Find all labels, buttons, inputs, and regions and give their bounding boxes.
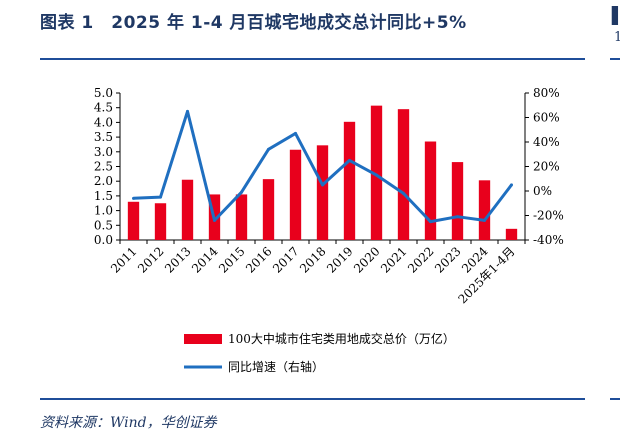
bar: [262, 179, 275, 240]
y-right-tick-label: 0%: [533, 184, 552, 198]
x-tick-label: 2011: [108, 244, 139, 275]
growth-point: [456, 215, 459, 219]
growth-point: [159, 195, 162, 199]
bar: [316, 145, 329, 240]
title-rule: [40, 58, 585, 60]
chart-svg: 0.00.51.01.52.02.53.03.54.04.55.0 -40% -20…: [94, 86, 564, 374]
bar: [478, 180, 491, 240]
y-left-tick-label: 4.0: [94, 115, 113, 129]
chart-title: 图表 1 2025 年 1-4 月百城宅地成交总计同比+5%: [40, 13, 467, 33]
y-left-tick-label: 1.5: [94, 189, 113, 203]
x-tick-label: 2021: [378, 244, 409, 275]
edge-rule-bottom: [610, 398, 620, 400]
x-tick-label: 2012: [135, 244, 166, 275]
growth-point: [375, 173, 378, 177]
bar: [154, 203, 167, 240]
growth-point: [186, 109, 189, 113]
y-right-tick-label: 20%: [533, 160, 560, 174]
y-right-tick-label: 80%: [533, 86, 560, 100]
bar: [289, 149, 302, 240]
y-left-tick-label: 4.5: [94, 101, 113, 115]
y-left-tick-label: 3.5: [94, 130, 113, 144]
growth-point: [402, 191, 405, 195]
bar: [397, 109, 410, 240]
growth-point: [348, 158, 351, 162]
x-tick-label: 2014: [189, 244, 221, 276]
growth-point: [429, 220, 432, 224]
y-left-tick-label: 5.0: [94, 86, 113, 100]
legend-bar-swatch: [184, 334, 222, 344]
x-tick-label: 2019: [324, 244, 355, 275]
growth-point: [213, 218, 216, 222]
y-right-tick-label: 40%: [533, 135, 560, 149]
y-left-tick-label: 2.0: [94, 174, 113, 188]
source-note: 资料来源：Wind，华创证券: [40, 415, 217, 431]
edge-glyph-top: ▌: [612, 6, 620, 25]
growth-point: [483, 218, 486, 222]
growth-point: [510, 183, 513, 187]
bar: [505, 228, 518, 240]
bar: [235, 194, 248, 240]
x-tick-label: 2013: [162, 244, 193, 275]
legend-line-label: 同比增速（右轴）: [228, 359, 324, 374]
edge-glyph-mid: 1: [614, 30, 620, 45]
x-tick-label: 2023: [432, 244, 463, 275]
x-tick-label: 2015: [216, 244, 247, 275]
edge-rule-top: [610, 58, 620, 60]
y-right-tick-label: -20%: [533, 209, 564, 223]
x-tick-label: 2016: [243, 244, 274, 275]
y-left-tick-label: 0.0: [94, 233, 113, 247]
y-left-tick-label: 3.0: [94, 145, 113, 159]
bar: [343, 121, 356, 240]
growth-point: [267, 147, 270, 151]
growth-point: [132, 196, 135, 200]
y-right-tick-label: 60%: [533, 111, 560, 125]
source-rule: [40, 398, 585, 400]
legend-bar-label: 100大中城市住宅类用地成交总价（万亿）: [228, 331, 455, 346]
y-left-tick-label: 1.0: [94, 204, 113, 218]
x-tick-label: 2022: [405, 244, 436, 275]
growth-point: [294, 131, 297, 135]
x-tick-label: 2017: [270, 244, 301, 275]
bar: [127, 201, 140, 240]
x-tick-label: 2018: [297, 244, 328, 275]
y-left-tick-label: 0.5: [94, 218, 113, 232]
bar: [181, 179, 194, 240]
y-left-tick-label: 2.5: [94, 160, 113, 174]
y-right-tick-label: -40%: [533, 233, 564, 247]
bar: [424, 141, 437, 240]
bar: [370, 105, 383, 240]
growth-point: [240, 190, 243, 194]
x-tick-label: 2020: [351, 244, 382, 275]
growth-point: [321, 183, 324, 187]
bar: [451, 162, 464, 240]
